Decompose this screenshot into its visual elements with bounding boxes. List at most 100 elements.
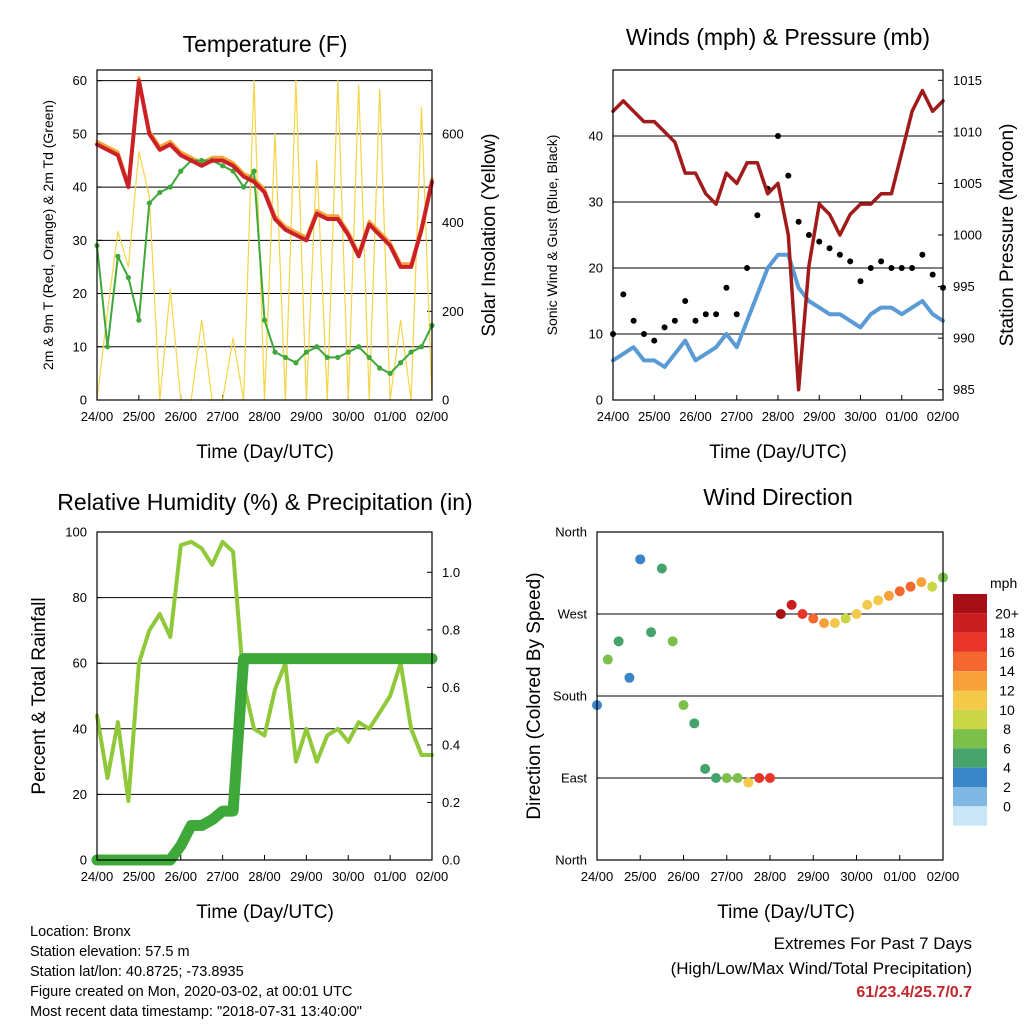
gust-point <box>826 245 833 252</box>
y-tick-label: 80 <box>73 590 87 605</box>
gust-point <box>805 232 812 238</box>
x-tick-label: 26/00 <box>679 409 712 424</box>
y2-tick-label: 0.8 <box>442 622 460 637</box>
pressure-line <box>611 88 945 392</box>
direction-point <box>927 581 938 592</box>
direction-point <box>905 581 916 592</box>
gust-point <box>620 291 627 298</box>
y-tick-label: 40 <box>73 721 87 736</box>
gust-point <box>775 133 781 139</box>
gust-point <box>836 251 843 258</box>
direction-point <box>883 590 894 601</box>
direction-point <box>646 627 657 638</box>
x-tick-label: 24/00 <box>81 409 114 424</box>
y-tick-label: 10 <box>73 339 87 354</box>
x-tick-label: 24/00 <box>597 409 630 424</box>
x-tick-label: 30/00 <box>840 869 873 884</box>
direction-point <box>797 609 808 619</box>
timestamp-text: Most recent data timestamp: "2018-07-31 … <box>30 1004 362 1020</box>
gust-point <box>857 278 864 285</box>
direction-point <box>819 618 830 629</box>
gust-point <box>682 298 689 304</box>
direction-point <box>754 773 765 783</box>
legend-label: 14 <box>999 663 1015 679</box>
direction-point <box>765 773 775 783</box>
panel-title: Temperature (F) <box>183 31 348 57</box>
panel-1: Temperature (F) 24/00 25/00 26/00 27/00 28/00… <box>40 31 500 463</box>
y2-tick-label: 0.4 <box>442 737 460 752</box>
y-axis-label: 2m & 9m T (Red, Orange) & 2m Td (Green) <box>40 100 56 370</box>
gust-point <box>671 317 678 324</box>
y2-tick-label: 1000 <box>953 228 982 243</box>
x-tick-label: 28/00 <box>754 869 787 884</box>
y-tick-label: 0 <box>80 853 87 868</box>
x-tick-label: 30/00 <box>332 869 365 884</box>
y2-tick-label: 200 <box>442 304 464 319</box>
y-tick-label: 60 <box>73 73 87 88</box>
direction-point <box>689 718 700 729</box>
direction-point <box>808 613 819 624</box>
legend-swatch <box>953 767 987 787</box>
direction-point <box>851 609 862 619</box>
legend-swatch <box>953 671 987 691</box>
plot-frame <box>596 531 944 861</box>
y-tick-label: 30 <box>589 195 603 210</box>
x-tick-label: 01/00 <box>374 409 407 424</box>
x-tick-label: 26/00 <box>164 409 197 424</box>
direction-point <box>602 654 613 665</box>
x-tick-label: 02/00 <box>416 409 449 424</box>
direction-point <box>700 763 711 774</box>
panel-title: Winds (mph) & Pressure (mb) <box>626 24 930 50</box>
plot-frame <box>96 531 433 861</box>
x-tick-label: 27/00 <box>710 869 743 884</box>
y-tick-label: 0 <box>80 393 87 408</box>
x-tick-label: 25/00 <box>638 409 671 424</box>
x-tick-label: 02/00 <box>416 869 449 884</box>
legend-label: 4 <box>1003 760 1011 776</box>
station-info: Location: Bronx Station elevation: 57.5 … <box>30 922 362 1022</box>
legend-label: 6 <box>1003 740 1011 756</box>
latlon-text: Station lat/lon: 40.8725; -73.8935 <box>30 964 244 980</box>
x-tick-label: 27/00 <box>720 409 753 424</box>
y-tick-label: 20 <box>73 787 87 802</box>
panel-title: Wind Direction <box>703 484 853 510</box>
extremes-box: Extremes For Past 7 Days (High/Low/Max W… <box>671 932 972 1006</box>
y2-tick-label: 1015 <box>953 73 982 88</box>
location-text: Location: Bronx <box>30 924 131 940</box>
x-tick-label: 26/00 <box>667 869 700 884</box>
gust-point <box>878 258 885 265</box>
y2-tick-label: 600 <box>442 126 464 141</box>
direction-point <box>732 773 743 783</box>
extremes-title: Extremes For Past 7 Days <box>773 934 972 953</box>
legend-label: 16 <box>999 644 1015 660</box>
gust-point <box>754 212 761 219</box>
gust-point <box>888 265 895 271</box>
legend-swatch <box>953 806 987 826</box>
direction-point <box>786 599 797 610</box>
gust-point <box>785 172 792 179</box>
x-tick-label: 27/00 <box>206 409 239 424</box>
direction-point <box>775 609 786 619</box>
legend-label: 2 <box>1003 779 1011 795</box>
legend-swatch <box>953 787 987 807</box>
legend-label: 10 <box>999 702 1015 718</box>
x-tick-label: 29/00 <box>290 869 323 884</box>
x-tick-label: 01/00 <box>885 409 918 424</box>
precip-line <box>91 653 438 866</box>
y2-tick-label: 1010 <box>953 124 982 139</box>
gust-point <box>651 337 658 344</box>
plot-frame <box>612 69 944 401</box>
gust-point <box>744 265 751 271</box>
y-tick-label: 60 <box>73 656 87 671</box>
x-tick-label: 27/00 <box>206 869 239 884</box>
y2-tick-label: 0 <box>442 393 449 408</box>
speed-legend: mph 20+ 18 16 14 12 10 8 6 4 2 0 <box>953 575 1019 826</box>
x-tick-label: 28/00 <box>762 409 795 424</box>
gust-point <box>733 311 740 318</box>
created-text: Figure created on Mon, 2020-03-02, at 00… <box>30 984 353 1000</box>
direction-point <box>916 577 927 588</box>
direction-point <box>624 672 635 683</box>
gust-point <box>640 331 647 337</box>
direction-point <box>678 700 689 711</box>
direction-point <box>873 595 884 606</box>
